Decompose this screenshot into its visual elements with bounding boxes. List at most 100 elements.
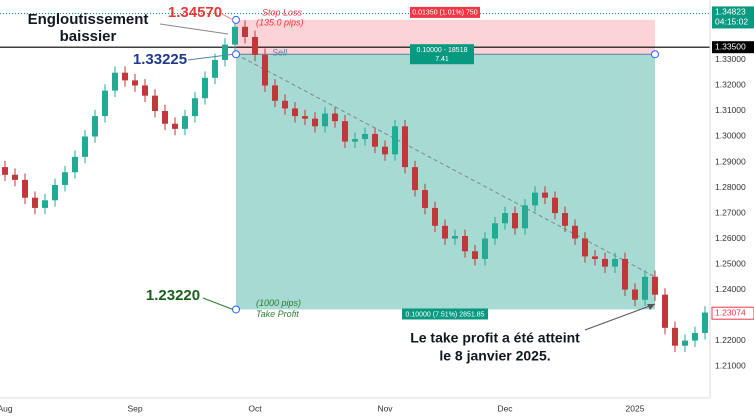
x-tick-label: Sep (127, 403, 142, 413)
candle-body (112, 72, 118, 91)
x-tick-label: Aug (0, 403, 13, 413)
y-tick-label: 1.25000 (715, 258, 746, 268)
candle-body (282, 100, 288, 109)
target-box-text: 0.10000 (7.51%) 2851.85 (405, 311, 484, 318)
pattern-note: baissier (60, 28, 117, 45)
candle-body (2, 167, 8, 175)
candle-body (92, 116, 98, 137)
candle-body (342, 121, 348, 142)
candle-body (262, 54, 268, 86)
target-zone (236, 54, 655, 310)
candle-body (222, 44, 228, 60)
y-tick-label: 1.29000 (715, 156, 746, 166)
result-note: Le take profit a été atteint (410, 330, 580, 346)
last-price-badge (711, 306, 754, 320)
last-price-label: 1.23074 (715, 307, 746, 317)
candle-body (52, 184, 58, 201)
target-label: Take Profit (256, 309, 299, 319)
candle-body (12, 174, 18, 180)
candle-body (532, 192, 538, 206)
candle-body (192, 98, 198, 117)
y-tick-label: 1.26000 (715, 233, 746, 243)
pointer (187, 53, 234, 61)
live-price-label: 1.34823 (715, 7, 746, 17)
arrow (584, 303, 656, 331)
y-tick-label: 1.21000 (715, 360, 746, 370)
candle-body (62, 172, 68, 185)
x-tick-label: Nov (377, 403, 393, 413)
candle-body (132, 80, 138, 86)
candle-body (592, 256, 598, 259)
candle-body (692, 332, 698, 341)
candle-body (22, 179, 28, 198)
x-tick-label: Dec (497, 403, 513, 413)
candle-body (202, 77, 208, 99)
candle-body (562, 213, 568, 226)
candle-body (362, 133, 368, 140)
candle-body (82, 136, 88, 157)
candle-body (422, 190, 428, 208)
candle-body (512, 213, 518, 229)
candle-body (472, 251, 478, 259)
y-tick-label: 1.32000 (715, 80, 746, 90)
candle-body (182, 116, 188, 129)
target-box (402, 308, 488, 320)
candle-body (382, 146, 388, 155)
candle-body (672, 327, 678, 346)
candle-body (572, 225, 578, 239)
entry-box-text: 7.41 (435, 56, 449, 63)
candle-body (502, 213, 508, 224)
y-tick-label: 1.28000 (715, 182, 746, 192)
candle-body (292, 108, 298, 117)
candle-body (522, 205, 528, 229)
target-price: 1.23220 (146, 287, 200, 304)
entry-box-text: 0.10000 - 18518 (417, 47, 468, 54)
candle-body (352, 139, 358, 142)
candle-body (322, 113, 328, 127)
stop-pips: (135.0 pips) (256, 17, 304, 27)
candle-body (312, 118, 318, 127)
candle-body (42, 200, 48, 208)
stop-price: 1.34570 (168, 4, 222, 21)
candle-body (682, 340, 688, 346)
target-pips: (1000 pips) (256, 298, 301, 308)
handle (232, 15, 240, 24)
candle-body (402, 126, 408, 168)
candle-body (332, 113, 338, 122)
result-note: le 8 janvier 2025. (439, 348, 550, 364)
candle-body (482, 238, 488, 259)
stop-box (410, 6, 480, 18)
candle-body (272, 85, 278, 101)
y-tick-label: 1.33000 (715, 54, 746, 64)
stop-box-text: 0.01350 (1.01%) 750 (412, 10, 477, 17)
handle (651, 50, 659, 59)
candle-body (412, 167, 418, 191)
candle-body (432, 207, 438, 226)
candle-body (302, 116, 308, 119)
candle-body (642, 276, 648, 300)
pointer (159, 23, 229, 35)
candle-body (622, 258, 628, 290)
candle-body (602, 258, 608, 267)
pointer (202, 297, 234, 310)
candle-body (172, 123, 178, 129)
candle-body (212, 59, 218, 78)
candle-body (142, 85, 148, 96)
candle-body (492, 223, 498, 239)
level-badge (712, 41, 754, 54)
y-tick-label: 1.27000 (715, 207, 746, 217)
candle-body (452, 235, 458, 239)
candle-body (542, 192, 548, 198)
candle-body (582, 238, 588, 257)
y-tick-label: 1.22000 (715, 335, 746, 345)
candle-body (102, 90, 108, 117)
candle-body (232, 26, 238, 45)
candle-body (152, 95, 158, 111)
candle-body (162, 110, 168, 124)
candle-body (442, 225, 448, 239)
candle-body (72, 156, 78, 173)
candle-body (122, 72, 128, 81)
pattern-note: Engloutissement (28, 11, 149, 28)
candle-body (652, 276, 658, 295)
y-tick-label: 1.24000 (715, 284, 746, 294)
